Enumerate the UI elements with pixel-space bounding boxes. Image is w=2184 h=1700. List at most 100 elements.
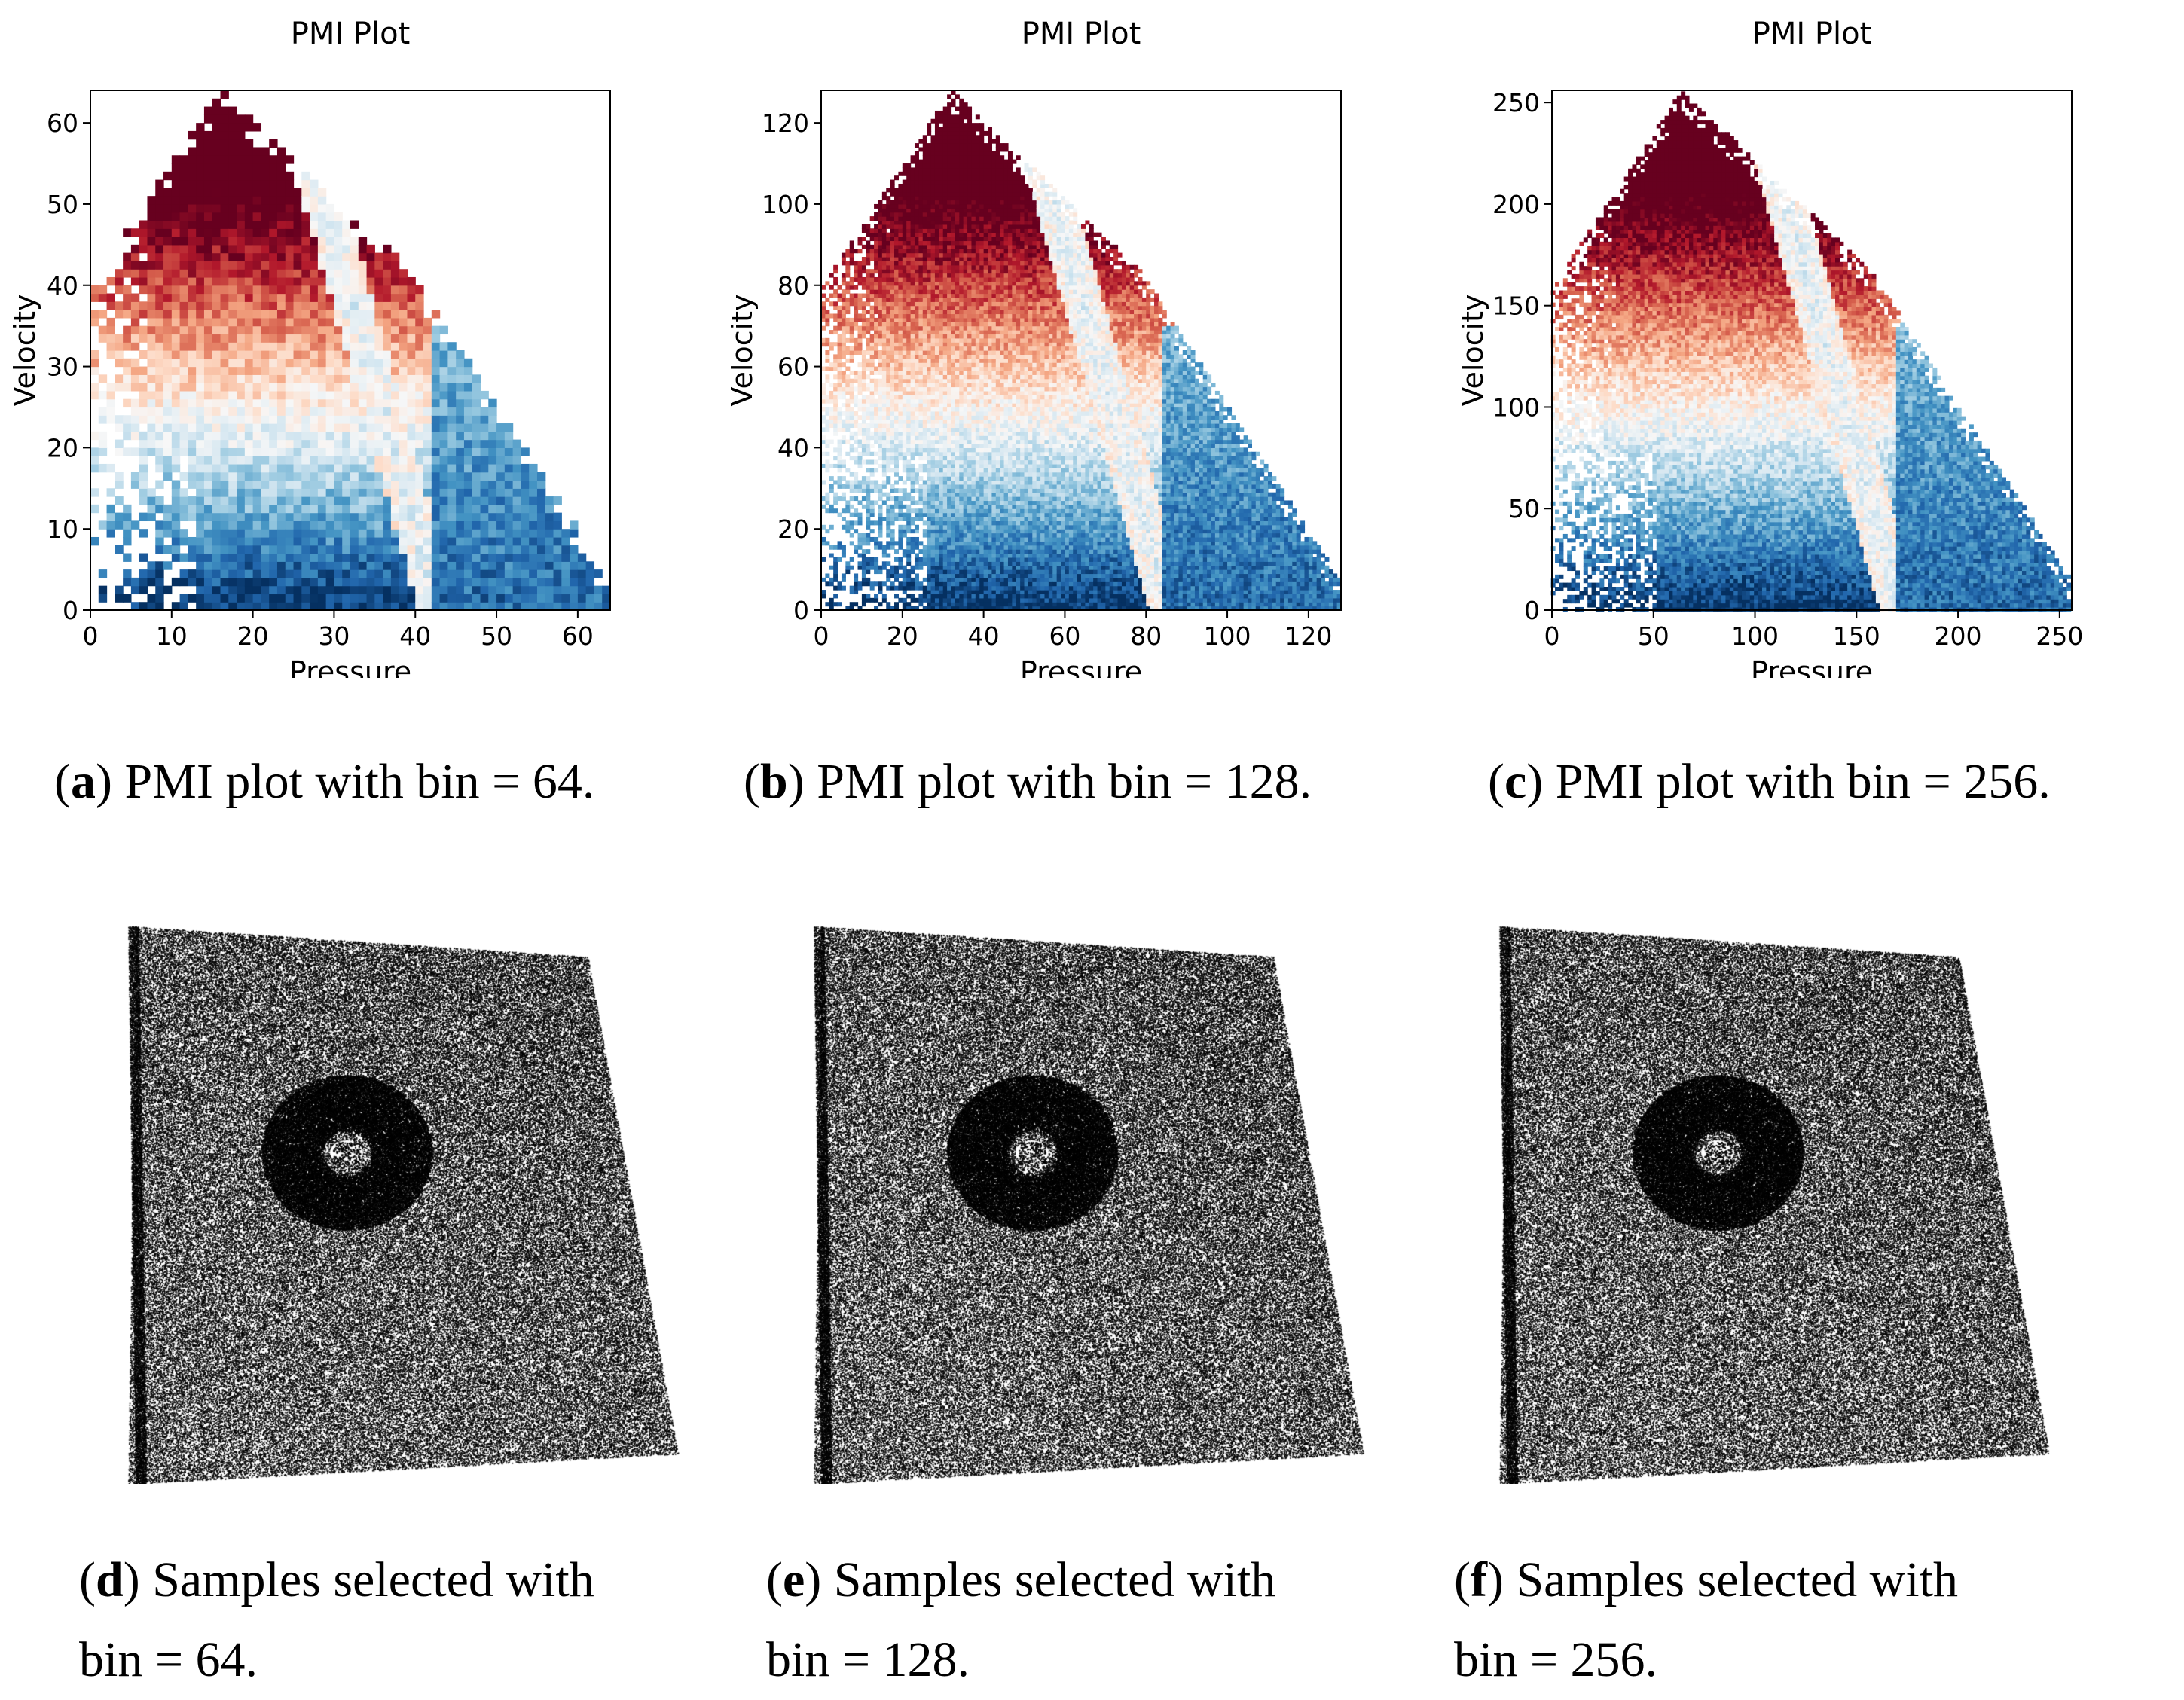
heatmap-cell <box>845 508 850 513</box>
heatmap-cell <box>886 245 890 249</box>
heatmap-cell <box>845 359 850 363</box>
heatmap-cell <box>915 374 919 379</box>
heatmap-cell <box>261 447 269 456</box>
heatmap-cell <box>245 407 253 415</box>
heatmap-cell <box>334 367 342 375</box>
heatmap-cell <box>261 481 269 489</box>
heatmap-cell <box>310 513 318 521</box>
heatmap-cell <box>212 310 221 318</box>
heatmap-cell <box>196 545 204 554</box>
heatmap-cell <box>927 508 931 513</box>
heatmap-cell <box>245 172 253 180</box>
heatmap-cell <box>245 245 253 253</box>
heatmap-cell <box>870 452 875 456</box>
heatmap-cell <box>882 269 887 273</box>
heatmap-cell <box>374 520 383 529</box>
heatmap-cell <box>915 346 919 351</box>
heatmap-cell <box>139 407 148 415</box>
heatmap-cell <box>407 318 415 326</box>
heatmap-cell <box>866 245 870 249</box>
heatmap-cell <box>440 391 448 399</box>
heatmap-cell <box>850 249 854 253</box>
heatmap-cell <box>188 545 196 554</box>
heatmap-cell <box>886 399 890 404</box>
heatmap-cell <box>155 277 163 285</box>
heatmap-cell <box>898 334 903 338</box>
heatmap-cell <box>228 359 237 367</box>
heatmap-cell <box>359 326 367 334</box>
heatmap-cell <box>947 342 951 346</box>
heatmap-cell <box>890 371 895 375</box>
heatmap-cell <box>931 420 936 424</box>
heatmap-cell <box>188 155 196 163</box>
heatmap-cell <box>898 586 903 591</box>
heatmap-cell <box>342 342 350 350</box>
heatmap-cell <box>350 221 359 229</box>
heatmap-cell <box>911 281 915 285</box>
heatmap-cell <box>481 464 489 472</box>
heatmap-cell <box>334 212 342 221</box>
heatmap-cell <box>825 342 829 346</box>
heatmap-cell <box>878 379 882 383</box>
heatmap-cell <box>838 387 842 392</box>
heatmap-cell <box>107 513 115 521</box>
heatmap-cell <box>367 481 375 489</box>
heatmap-cell <box>488 415 496 423</box>
heatmap-cell <box>947 387 951 392</box>
heatmap-cell <box>862 561 866 566</box>
heatmap-cell <box>935 139 939 144</box>
heatmap-cell <box>245 318 253 326</box>
heatmap-cell <box>947 529 951 533</box>
heatmap-cell <box>277 318 286 326</box>
heatmap-cell <box>829 545 834 550</box>
heatmap-cell <box>359 374 367 383</box>
heatmap-cell <box>911 346 915 351</box>
heatmap-cell <box>221 602 229 610</box>
heatmap-cell <box>221 342 229 350</box>
heatmap-cell <box>829 273 834 278</box>
heatmap-cell <box>882 403 887 407</box>
heatmap-cell <box>927 391 931 395</box>
heatmap-cell <box>447 545 456 554</box>
heatmap-cell <box>903 578 907 582</box>
heatmap-cell <box>221 237 229 245</box>
heatmap-cell <box>245 212 253 221</box>
heatmap-cell <box>399 456 408 464</box>
heatmap-cell <box>326 391 334 399</box>
heatmap-cell <box>911 484 915 489</box>
heatmap-cell <box>906 399 911 404</box>
heatmap-cell <box>915 371 919 375</box>
heatmap-cell <box>886 383 890 387</box>
heatmap-cell <box>447 554 456 562</box>
heatmap-cell <box>943 221 948 225</box>
heatmap-cell <box>886 200 890 205</box>
heatmap-cell <box>367 326 375 334</box>
heatmap-cell <box>911 277 915 282</box>
heatmap-cell <box>882 594 887 598</box>
heatmap-cell <box>918 175 923 180</box>
heatmap-cell <box>890 513 895 517</box>
heatmap-cell <box>163 513 172 521</box>
heatmap-cell <box>939 273 943 278</box>
heatmap-cell <box>939 391 943 395</box>
heatmap-cell <box>237 447 245 456</box>
heatmap-cell <box>155 399 163 407</box>
heatmap-cell <box>858 346 863 351</box>
heatmap-cell <box>115 334 123 342</box>
heatmap-cell <box>898 359 903 363</box>
heatmap-cell <box>359 310 367 318</box>
heatmap-cell <box>513 561 521 569</box>
heatmap-cell <box>931 221 936 225</box>
heatmap-cell <box>407 496 415 505</box>
heatmap-cell <box>131 383 139 391</box>
heatmap-cell <box>890 508 895 513</box>
heatmap-cell <box>545 513 554 521</box>
heatmap-cell <box>253 423 261 432</box>
heatmap-cell <box>858 338 863 343</box>
heatmap-cell <box>180 594 188 602</box>
heatmap-cell <box>228 228 237 237</box>
heatmap-cell <box>935 313 939 318</box>
heatmap-cell <box>833 573 838 578</box>
heatmap-cell <box>310 342 318 350</box>
heatmap-cell <box>927 549 931 554</box>
